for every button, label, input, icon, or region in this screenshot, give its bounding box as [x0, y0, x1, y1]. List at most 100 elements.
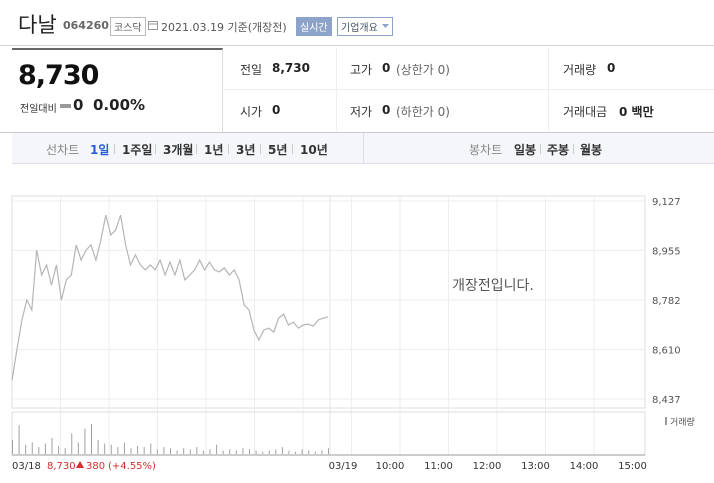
x-tick-label: 11:00: [424, 461, 453, 472]
period-tab[interactable]: 1주일: [122, 143, 153, 157]
volume-bar: [117, 447, 119, 454]
volume-bar: [25, 444, 27, 454]
volume-bar: [137, 445, 139, 454]
y-tick-label: 8,610: [652, 345, 681, 356]
line-chart-label: 선차트: [46, 143, 80, 157]
prev-change: 380: [86, 461, 105, 472]
volume-bar: [77, 442, 79, 454]
x-tick-label: 15:00: [618, 461, 647, 472]
volume-bar: [51, 437, 53, 454]
volume-bar: [156, 449, 158, 454]
col-divider: [548, 48, 549, 131]
info-value: 0: [607, 61, 616, 75]
volume-bar: [328, 448, 329, 454]
period-tab[interactable]: 3년: [236, 143, 256, 157]
price-box: [12, 48, 223, 133]
info-label: 고가: [350, 63, 373, 77]
change-value: 0: [73, 96, 84, 114]
volume-bar: [249, 449, 250, 454]
col-divider: [336, 48, 337, 131]
volume-bar: [163, 447, 165, 454]
volume-bar: [268, 450, 270, 454]
tab-divider: [155, 144, 156, 154]
period-tab[interactable]: 5년: [268, 143, 288, 157]
dropdown-arrow: [381, 24, 389, 28]
volume-bar: [58, 445, 60, 454]
x-tick-label: 13:00: [521, 461, 550, 472]
x-tick-label: 03/18: [12, 461, 41, 472]
volume-bar: [97, 440, 99, 454]
y-tick-label: 8,782: [652, 296, 681, 307]
volume-bar: [18, 425, 20, 454]
info-label: 시가: [240, 105, 263, 119]
volume-bar: [301, 449, 303, 454]
candle-tab[interactable]: 월봉: [580, 143, 603, 157]
candle-chart-label: 봉차트: [469, 143, 503, 157]
volume-bar: [123, 442, 125, 454]
realtime-badge[interactable]: 실시간: [296, 17, 332, 36]
volume-bar: [91, 424, 92, 454]
info-value: 8,730: [272, 61, 310, 75]
volume-bar: [281, 447, 283, 454]
volume-bar: [262, 451, 264, 454]
volume-bar: [196, 447, 198, 454]
stock-code: 064260: [63, 19, 109, 32]
volume-bar: [314, 451, 316, 454]
y-tick-label: 9,127: [652, 197, 681, 208]
row-divider: [222, 89, 714, 90]
plot-frame: [11, 195, 646, 409]
volume-bar: [202, 450, 204, 454]
volume-bar: [71, 433, 73, 454]
info-note: (하한가 0): [396, 105, 450, 119]
volume-bar: [275, 449, 277, 454]
tab-divider: [228, 144, 229, 154]
volume-bar: [130, 448, 132, 454]
candle-tab[interactable]: 주봉: [547, 143, 570, 157]
volume-bar: [321, 450, 323, 454]
volume-bar: [64, 448, 66, 454]
info-label: 저가: [350, 105, 373, 119]
volume-legend-icon: [665, 417, 667, 425]
candle-tab[interactable]: 일봉: [514, 143, 537, 157]
period-tab[interactable]: 1일: [90, 143, 110, 157]
x-tick-label: 03/19: [329, 461, 358, 472]
volume-bar: [38, 447, 40, 454]
divider: [0, 132, 714, 133]
tab-divider: [292, 144, 293, 154]
info-value: 0: [272, 103, 281, 117]
info-value: 0 백만: [619, 105, 654, 119]
stock-name: 다날: [18, 13, 57, 37]
divider: [0, 45, 714, 46]
company-info-label: 기업개요: [341, 23, 378, 34]
company-info-button[interactable]: 기업개요: [337, 17, 393, 36]
volume-bar: [104, 443, 106, 454]
volume-bar: [170, 448, 171, 454]
volume-bar: [31, 442, 33, 454]
x-tick-label: 12:00: [473, 461, 502, 472]
period-tab[interactable]: 1년: [204, 143, 224, 157]
volume-bar: [288, 450, 290, 454]
info-label: 거래대금: [563, 105, 608, 119]
change-rate: 0.00%: [93, 96, 146, 114]
volume-bar: [235, 450, 237, 454]
info-value: 0: [382, 61, 391, 75]
tab-separator: [363, 133, 364, 163]
prev-change-rate: (+4.55%): [108, 461, 156, 472]
period-tab[interactable]: 10년: [300, 143, 328, 157]
volume-bar: [222, 450, 224, 454]
up-arrow: [76, 461, 84, 468]
current-price: 8,730: [18, 60, 99, 91]
period-tab[interactable]: 3개월: [163, 143, 194, 157]
volume-bar: [143, 447, 145, 454]
volume-bar: [242, 448, 244, 454]
tab-divider: [196, 144, 197, 154]
volume-bar: [183, 448, 185, 454]
volume-bar: [255, 450, 257, 454]
tab-divider: [114, 144, 115, 154]
volume-bar: [84, 428, 86, 454]
price-line: [11, 214, 329, 381]
tab-divider: [540, 144, 541, 154]
base-date: 2021.03.19 기준(개장전): [161, 21, 287, 34]
